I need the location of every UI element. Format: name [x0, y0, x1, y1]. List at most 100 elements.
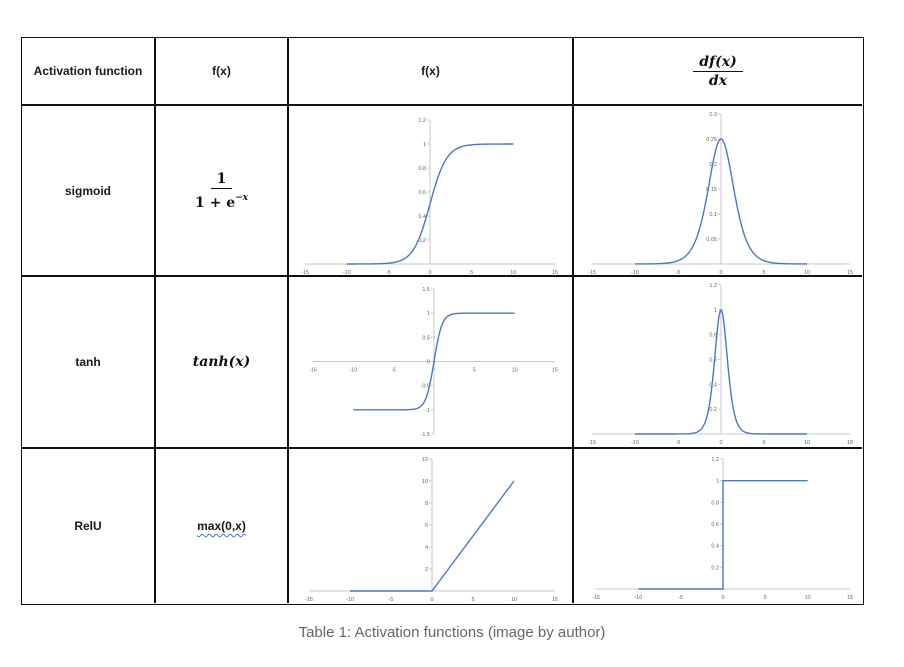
x-tick-label: -5: [391, 368, 396, 374]
x-tick-label: 10: [804, 440, 810, 446]
x-tick-label: 5: [764, 595, 767, 601]
y-tick-label: 10: [422, 479, 428, 485]
y-tick-label: 0.8: [418, 166, 426, 172]
y-tick-label: 0.4: [711, 544, 719, 550]
tanh-plot: -1.5 -1 -0.5 0 0.5 1 1.5 -15 -10 -5 5 10 15: [289, 277, 572, 447]
sigmoid-denominator: 1 + e−x: [189, 189, 254, 212]
x-tick-label: 0: [721, 595, 724, 601]
x-tick-label: -5: [389, 597, 394, 603]
header-activation-function: Activation function: [33, 64, 143, 78]
x-tick-label: 0: [428, 270, 431, 276]
x-tick-label: 0: [719, 270, 722, 276]
y-tick-label: 0.05: [706, 237, 717, 243]
x-tick-label: -15: [588, 440, 596, 446]
y-tick-label: 1.2: [709, 283, 717, 289]
y-tick-label: 0.6: [709, 358, 717, 364]
y-tick-label: 6: [425, 523, 428, 529]
row-name-relu: RelU: [74, 519, 102, 533]
column-divider: [154, 38, 156, 603]
header-formula: f(x): [212, 64, 231, 78]
sigmoid-f-series-line: [346, 143, 514, 265]
x-tick-label: -10: [346, 597, 354, 603]
sigmoid-denominator-base: 1 + e: [194, 194, 236, 211]
y-tick-label: 0.4: [709, 382, 717, 388]
y-tick-label: 1.2: [418, 118, 426, 124]
column-divider: [572, 38, 574, 603]
row-divider: [22, 275, 862, 277]
column-divider: [287, 38, 289, 603]
tanh-derivative-plot: 0.2 0.4 0.6 0.8 1 1.2 -15 -10 -5 0 5 10 15: [574, 277, 862, 447]
y-tick-label: 0.15: [706, 187, 717, 193]
y-tick-label: 1: [427, 311, 430, 317]
x-tick-label: 10: [804, 270, 810, 276]
x-tick-label: 10: [510, 270, 516, 276]
x-tick-label: -15: [588, 270, 596, 276]
sigmoid-f-svg: 0.2 0.4 0.6 0.8 1 1.2 -15 -10 -5 0 5 10 15: [301, 118, 558, 276]
y-tick-label: 1: [716, 479, 719, 485]
sigmoid-df-series-line: [635, 138, 807, 265]
relu-plot: 2 4 6 8 10 12 -15 -10 -5 0 5 10 15: [289, 449, 572, 603]
relu-f-svg: 2 4 6 8 10 12 -15 -10 -5 0 5 10 15: [305, 457, 558, 603]
relu-formula-text: max(0,x): [197, 519, 246, 533]
sigmoid-exponent: −x: [235, 192, 249, 203]
y-tick-label: 1: [423, 142, 426, 148]
y-tick-label: 8: [425, 501, 428, 507]
y-tick-label: 1.5: [422, 287, 430, 293]
x-tick-label: -10: [634, 595, 642, 601]
sigmoid-plot: 0.2 0.4 0.6 0.8 1 1.2 -15 -10 -5 0 5 10 15: [289, 106, 572, 276]
x-tick-label: 15: [847, 440, 853, 446]
relu-derivative-plot: 0.2 0.4 0.6 0.8 1 1.2 -15 -10 -5 0 5 10 15: [574, 449, 862, 603]
relu-df-series-line: [638, 479, 808, 590]
x-tick-label: -5: [676, 270, 681, 276]
sigmoid-df-svg: 0.050.10.150.20.250.3-15 -10 -5 0 5 10 15: [588, 112, 853, 276]
x-tick-label: 5: [471, 597, 474, 603]
x-tick-label: 0: [430, 597, 433, 603]
relu-df-svg: 0.2 0.4 0.6 0.8 1 1.2 -15 -10 -5 0 5 10 15: [592, 457, 853, 601]
x-tick-label: 5: [762, 440, 765, 446]
x-tick-label: 10: [805, 595, 811, 601]
y-tick-label: 1: [714, 308, 717, 314]
y-tick-label: 0.4: [418, 214, 426, 220]
x-tick-label: -15: [309, 368, 317, 374]
x-tick-label: 15: [552, 368, 558, 374]
relu-formula: max(0,x): [156, 449, 287, 603]
header-derivative: df(x) dx: [574, 38, 862, 104]
derivative-numerator: df(x): [693, 53, 743, 72]
x-tick-label: -15: [592, 595, 600, 601]
row-name-sigmoid: sigmoid: [64, 183, 111, 198]
y-tick-label: 0.8: [709, 333, 717, 339]
x-tick-label: 15: [552, 270, 558, 276]
x-tick-label: -15: [305, 597, 313, 603]
y-tick-label: 0.25: [706, 137, 717, 143]
sigmoid-numerator: 1: [210, 170, 233, 189]
y-tick-label: 0.1: [709, 212, 717, 218]
y-tick-label: 0.2: [709, 407, 717, 413]
x-tick-label: 5: [470, 270, 473, 276]
y-tick-label: 4: [425, 545, 428, 551]
tanh-f-svg: -1.5 -1 -0.5 0 0.5 1 1.5 -15 -10 -5 5 10 15: [309, 287, 558, 438]
header-plot: f(x): [421, 64, 440, 78]
y-tick-label: 0.6: [711, 522, 719, 528]
y-tick-label: 0.2: [418, 238, 426, 244]
y-tick-label: 0.6: [418, 190, 426, 196]
row-divider: [22, 104, 862, 106]
x-tick-label: 5: [473, 368, 476, 374]
row-divider: [22, 447, 862, 449]
y-tick-label: -0.5: [421, 384, 430, 390]
tanh-f-series-line: [353, 312, 515, 411]
table-caption: Table 1: Activation functions (image by …: [298, 624, 606, 641]
y-tick-label: 0.2: [711, 565, 719, 571]
y-tick-label: 12: [422, 457, 428, 463]
x-tick-label: -10: [631, 270, 639, 276]
x-tick-label: -5: [678, 595, 683, 601]
x-tick-label: -5: [386, 270, 391, 276]
x-tick-label: -10: [343, 270, 351, 276]
x-tick-label: 15: [847, 270, 853, 276]
y-tick-label: 0.3: [709, 112, 717, 118]
tanh-df-svg: 0.2 0.4 0.6 0.8 1 1.2 -15 -10 -5 0 5 10 15: [588, 283, 853, 446]
x-tick-label: 5: [762, 270, 765, 276]
activation-table: Activation function f(x) f(x) df(x) dx s…: [21, 37, 864, 605]
y-tick-label: 0.8: [711, 500, 719, 506]
x-tick-label: -10: [349, 368, 357, 374]
x-tick-label: 15: [552, 597, 558, 603]
